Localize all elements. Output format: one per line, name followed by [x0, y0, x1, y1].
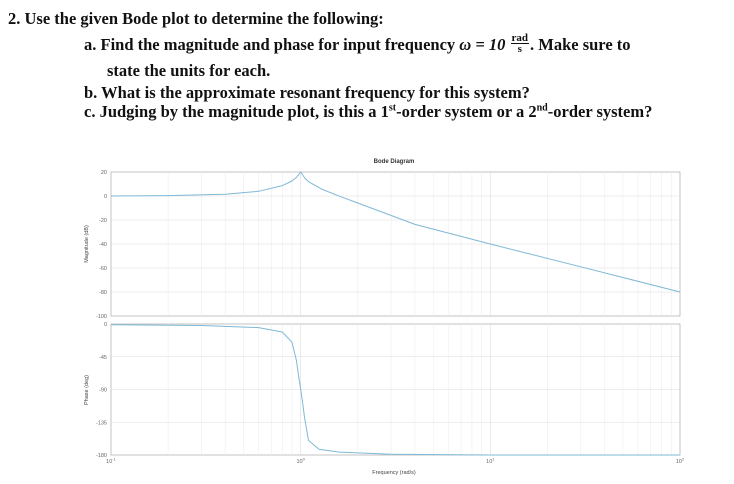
- bode-diagram: Bode Diagram 20 0 -20 -40 -60 -80 -100 0 -45 -90…: [84, 159, 685, 476]
- chart-title: Bode Diagram: [374, 159, 415, 165]
- part-a-line1: a. Find the magnitude and phase for inpu…: [84, 31, 631, 57]
- unit-numerator: rad: [510, 31, 530, 44]
- question-prompt: Use the given Bode plot to determine the…: [24, 9, 384, 28]
- part-b: b. What is the approximate resonant freq…: [84, 83, 530, 103]
- magnitude-y-tick-label: 20: [101, 170, 107, 176]
- magnitude-plot: 20 0 -20 -40 -60 -80 -100: [96, 170, 681, 320]
- x-tick-label: 100: [296, 457, 305, 466]
- magnitude-y-tick-label: 0: [104, 194, 107, 200]
- magnitude-y-tick-label: -20: [99, 218, 107, 224]
- magnitude-axis-label: Magnitude (dB): [84, 225, 90, 263]
- phase-curve: [110, 324, 680, 456]
- question-heading: 2. Use the given Bode plot to determine …: [8, 9, 384, 29]
- phase-y-tick-label: -135: [96, 420, 107, 426]
- part-c-text-3: -order system?: [547, 102, 653, 121]
- part-c-letter: c.: [84, 102, 96, 121]
- question-number: 2.: [8, 9, 21, 28]
- phase-y-tick-label: -90: [99, 388, 107, 394]
- part-c: c. Judging by the magnitude plot, is thi…: [84, 102, 652, 122]
- part-b-text: What is the approximate resonant frequen…: [101, 83, 530, 102]
- rad-per-s-fraction: rad s: [510, 31, 530, 55]
- phase-y-tick-label: -180: [96, 453, 107, 459]
- magnitude-y-tick-label: -100: [96, 314, 107, 320]
- part-a-text-after: . Make sure to: [530, 35, 631, 54]
- part-b-letter: b.: [84, 83, 98, 102]
- part-c-text-1: Judging by the magnitude plot, is this a…: [99, 102, 389, 121]
- part-a-text: Find the magnitude and phase for input f…: [100, 35, 460, 54]
- phase-y-tick-label: 0: [104, 322, 107, 328]
- phase-axis-label: Phase (deg): [84, 375, 90, 405]
- x-tick-label: 102: [676, 457, 685, 466]
- x-tick-label: 10-1: [106, 457, 116, 466]
- phase-y-tick-label: -45: [99, 355, 107, 361]
- magnitude-y-tick-label: -40: [99, 242, 107, 248]
- part-a-letter: a.: [84, 35, 97, 54]
- x-axis-label: Frequency (rad/s): [372, 470, 416, 476]
- part-a-line2: state the units for each.: [107, 61, 271, 80]
- magnitude-curve: [110, 171, 681, 293]
- part-a-omega: ω = 10: [459, 35, 506, 54]
- magnitude-y-tick-label: -60: [99, 266, 107, 272]
- part-c-text-2: -order system or a 2: [396, 102, 537, 121]
- part-c-sup-1: st: [388, 102, 397, 114]
- part-c-sup-2: nd: [536, 102, 548, 114]
- x-tick-label: 101: [486, 457, 495, 466]
- unit-denominator: s: [517, 42, 522, 55]
- magnitude-y-tick-label: -80: [99, 290, 107, 296]
